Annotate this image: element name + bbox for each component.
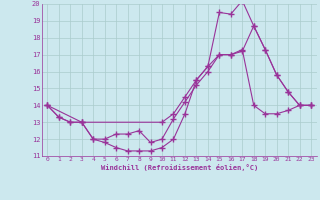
X-axis label: Windchill (Refroidissement éolien,°C): Windchill (Refroidissement éolien,°C) [100,164,258,171]
